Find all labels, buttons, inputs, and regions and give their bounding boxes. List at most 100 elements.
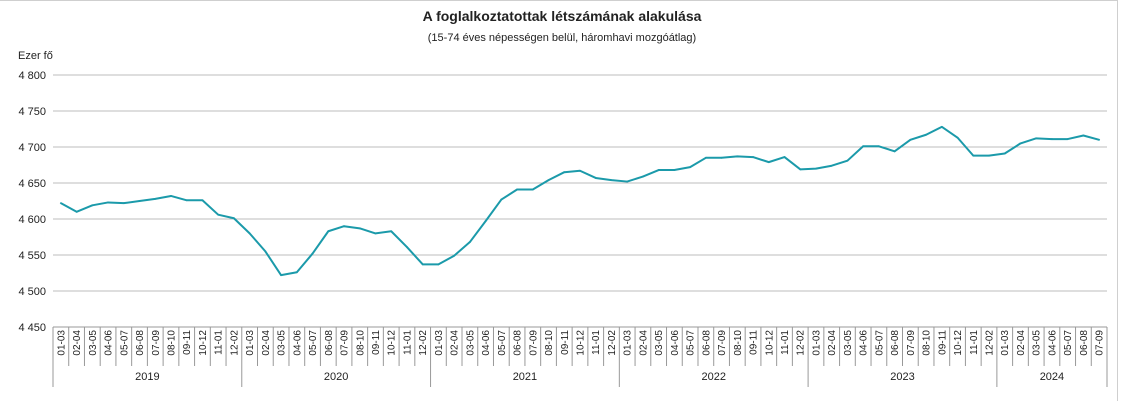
x-tick-label: 12-02: [796, 330, 807, 356]
x-tick-label: 05-07: [308, 330, 319, 356]
data-point: [673, 169, 676, 171]
data-point: [799, 168, 802, 171]
x-tick-label: 06-08: [890, 330, 901, 356]
x-tick-label: 08-10: [355, 330, 366, 356]
x-tick-label: 09-11: [182, 330, 193, 355]
data-point: [783, 156, 786, 158]
y-axis-unit-label: Ezer fő: [18, 50, 53, 62]
data-point: [280, 274, 283, 277]
x-tick-label: 06-08: [324, 330, 335, 356]
x-tick-label: 02-04: [450, 330, 461, 356]
data-point: [311, 252, 314, 255]
data-point: [956, 136, 959, 139]
year-label: 2022: [701, 371, 725, 383]
series-line: [60, 125, 1100, 277]
x-tick-label: 12-02: [985, 330, 996, 356]
data-point: [1098, 138, 1101, 141]
data-point: [201, 199, 204, 202]
x-tick-label: 10-12: [953, 330, 964, 356]
x-tick-label: 07-09: [906, 330, 917, 356]
data-point: [610, 179, 613, 182]
data-point: [390, 230, 393, 233]
x-tick-label: 02-04: [72, 330, 83, 356]
data-point: [327, 230, 330, 233]
x-tick-label: 03-05: [277, 330, 288, 356]
data-point: [689, 166, 692, 169]
x-tick-label: 03-05: [654, 330, 665, 356]
data-point: [972, 154, 975, 157]
data-point: [704, 156, 707, 159]
data-point: [1082, 134, 1085, 137]
x-tick-label: 11-01: [969, 330, 980, 355]
x-tick-label: 06-08: [135, 330, 146, 356]
y-tick-label: 4 800: [18, 70, 46, 82]
data-point: [547, 179, 550, 182]
data-point: [154, 197, 157, 200]
y-tick-label: 4 600: [18, 214, 46, 226]
data-point: [642, 175, 644, 178]
data-point: [468, 241, 471, 243]
data-point: [830, 164, 833, 167]
x-tick-label: 02-04: [827, 330, 838, 356]
x-tick-label: 10-12: [576, 330, 587, 356]
x-tick-label: 06-08: [1079, 330, 1090, 356]
data-point: [909, 138, 912, 141]
year-label: 2023: [890, 371, 914, 383]
data-point: [767, 161, 770, 164]
x-tick-label: 07-09: [151, 330, 162, 356]
data-point: [59, 202, 62, 205]
x-tick-label: 04-06: [292, 330, 303, 356]
x-tick-label: 09-11: [560, 330, 571, 355]
chart-title: A foglalkoztatottak létszámának alakulás…: [423, 8, 702, 24]
data-point: [122, 202, 125, 205]
data-point: [1051, 138, 1053, 140]
x-tick-label: 02-04: [1016, 330, 1027, 356]
data-point: [626, 180, 629, 183]
x-tick-label: 05-07: [874, 330, 885, 356]
y-tick-label: 4 700: [18, 142, 46, 154]
x-tick-label: 03-05: [843, 330, 854, 356]
data-point: [720, 156, 723, 159]
x-tick-label: 10-12: [764, 330, 775, 356]
x-tick-label: 01-03: [245, 330, 256, 356]
data-point: [500, 198, 503, 201]
x-tick-label: 02-04: [638, 330, 649, 356]
data-point: [877, 145, 880, 148]
x-tick-label: 09-11: [371, 330, 382, 355]
series-employment: [59, 125, 1101, 277]
year-label: 2024: [1040, 371, 1064, 383]
data-point: [862, 145, 865, 148]
data-point: [453, 254, 456, 257]
x-tick-label: 05-07: [119, 330, 130, 356]
data-point: [217, 213, 220, 216]
data-point: [1019, 142, 1022, 145]
data-point: [295, 271, 298, 274]
year-label: 2020: [324, 371, 348, 383]
x-tick-label: 03-05: [465, 330, 476, 356]
y-tick-label: 4 550: [18, 250, 46, 262]
year-label: 2021: [513, 371, 537, 383]
x-tick-label: 11-01: [591, 330, 602, 355]
data-point: [91, 204, 94, 207]
data-point: [107, 201, 109, 204]
data-point: [516, 188, 518, 191]
data-point: [846, 159, 849, 162]
data-point: [1066, 138, 1069, 140]
data-point: [233, 217, 235, 220]
y-tick-label: 4 650: [18, 178, 46, 190]
x-tick-label: 01-03: [811, 330, 822, 356]
data-point: [421, 263, 424, 266]
grid-lines: [53, 74, 1107, 328]
data-point: [170, 195, 172, 197]
x-tick-label: 11-01: [780, 330, 791, 355]
y-tick-label: 4 450: [18, 322, 46, 334]
x-tick-label: 01-03: [1000, 330, 1011, 356]
y-axis-ticks: 4 450 4 500 4 550 4 600 4 650 4 700 4 750 4 800: [18, 70, 46, 334]
data-point: [138, 200, 141, 202]
data-point: [248, 232, 251, 235]
x-tick-label: 01-03: [434, 330, 445, 356]
data-point: [736, 155, 739, 158]
x-tick-label: 05-07: [686, 330, 697, 356]
